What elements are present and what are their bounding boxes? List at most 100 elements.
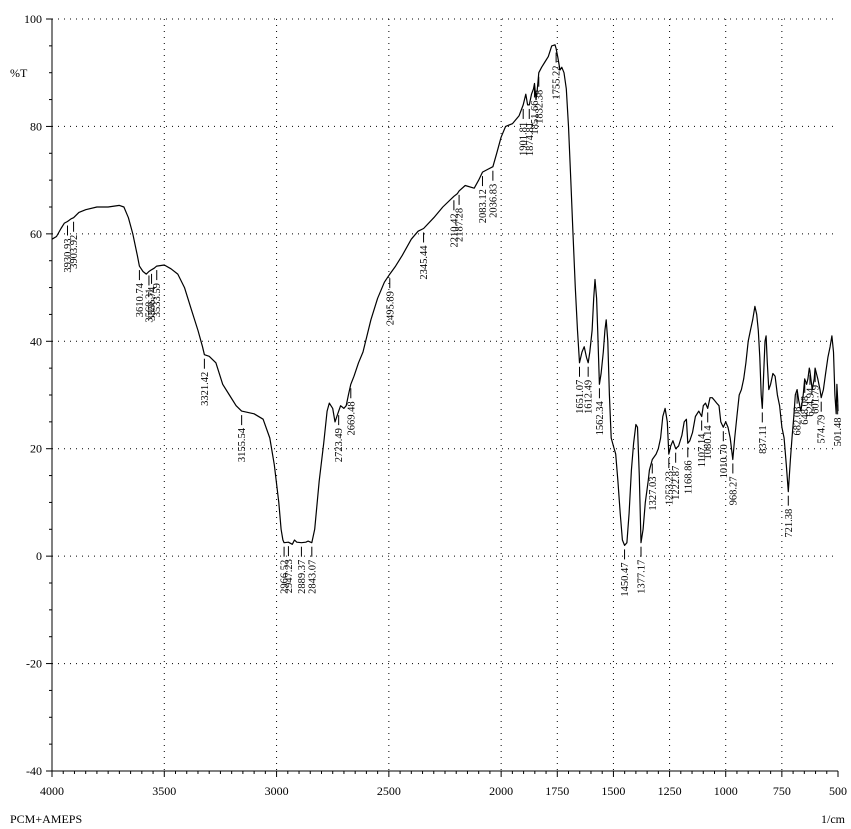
peak-label: 2966.52 bbox=[280, 560, 291, 594]
peak-annotation: 2345.44 bbox=[419, 232, 430, 280]
y-tick-label: 40 bbox=[30, 334, 42, 348]
peak-label: 968.27 bbox=[728, 476, 739, 505]
peak-annotation: 648.08 bbox=[800, 382, 811, 425]
peak-annotation: 1651.07 bbox=[575, 366, 586, 414]
x-tick-label: 1750 bbox=[545, 784, 569, 798]
x-tick-label: 1250 bbox=[658, 784, 682, 798]
peak-annotation: 1612.49 bbox=[584, 366, 595, 414]
x-tick-label: 3500 bbox=[152, 784, 176, 798]
peak-label: 1651.07 bbox=[575, 380, 586, 414]
peak-annotation: 2669.48 bbox=[346, 388, 357, 435]
peak-annotation: 1832.38 bbox=[534, 76, 545, 124]
peak-annotation: 2843.07 bbox=[307, 546, 318, 594]
peak-label: 1377.17 bbox=[637, 560, 648, 594]
peak-label: 2345.44 bbox=[419, 245, 430, 280]
y-tick-label: 0 bbox=[36, 549, 42, 563]
peak-annotation: 1874.81 bbox=[525, 108, 536, 156]
axes bbox=[51, 19, 838, 772]
y-tick-label: -40 bbox=[26, 764, 42, 778]
peak-annotation: 1107.14 bbox=[697, 420, 708, 467]
peak-annotation: 2966.52 bbox=[280, 546, 291, 594]
x-tick-label: 500 bbox=[829, 784, 847, 798]
y-tick-label: 80 bbox=[30, 119, 42, 133]
spectrum-series bbox=[51, 44, 839, 546]
x-axis-unit-label: 1/cm bbox=[821, 812, 846, 826]
peak-label: 2210.42 bbox=[449, 213, 460, 247]
peak-annotation: 2210.42 bbox=[449, 200, 460, 247]
peak-label: 624.94 bbox=[805, 387, 816, 417]
y-tick-label: 100 bbox=[24, 12, 42, 26]
peak-annotation: 3903.92 bbox=[69, 221, 80, 269]
peak-label: 601.79 bbox=[811, 385, 822, 414]
peak-label: 1010.70 bbox=[719, 444, 730, 478]
peak-label: 648.08 bbox=[800, 396, 811, 425]
y-ticks: 100 80 60 40 20 0 -20 -40 bbox=[24, 12, 52, 778]
peak-label: 1874.81 bbox=[525, 122, 536, 156]
peak-label: 1080.14 bbox=[703, 425, 714, 460]
peak-label: 1832.38 bbox=[534, 90, 545, 124]
peak-label: 1168.86 bbox=[683, 460, 694, 494]
peak-label: 1107.14 bbox=[697, 433, 708, 467]
peak-label: 3321.42 bbox=[200, 372, 211, 406]
peak-annotation: 682.08 bbox=[793, 393, 804, 436]
peak-label: 3903.92 bbox=[69, 235, 80, 269]
peak-annotation: 2083.12 bbox=[478, 176, 489, 223]
peak-annotation: 3533.59 bbox=[152, 270, 163, 317]
peak-label: 3610.74 bbox=[135, 282, 146, 317]
peak-annotation: 624.94 bbox=[805, 374, 816, 417]
peak-annotation: 1450.47 bbox=[620, 549, 631, 597]
peak-annotation: 1080.14 bbox=[703, 412, 714, 460]
peak-annotation: 2723.49 bbox=[334, 415, 345, 462]
peak-label: 3155.54 bbox=[237, 427, 248, 462]
peak-label: 2495.89 bbox=[385, 291, 396, 325]
peak-label: 3930.93 bbox=[63, 238, 74, 272]
peak-annotation: 2889.37 bbox=[297, 546, 308, 594]
peak-annotation: 1010.70 bbox=[719, 431, 730, 478]
peak-label: 1562.34 bbox=[595, 401, 606, 436]
x-tick-label: 1500 bbox=[601, 784, 625, 798]
peak-annotation: 574.79 bbox=[817, 401, 828, 444]
y-axis-label: %T bbox=[10, 66, 28, 80]
peak-label: 2947.23 bbox=[284, 559, 295, 593]
peak-label: 2669.48 bbox=[346, 401, 357, 435]
peak-annotation: 601.79 bbox=[811, 372, 822, 414]
peak-annotation: 1851.66 bbox=[530, 87, 541, 135]
peak-label: 1450.47 bbox=[620, 562, 631, 596]
peak-label: 1222.87 bbox=[671, 466, 682, 500]
peak-annotation: 1253.23 bbox=[664, 458, 675, 505]
peak-annotation: 837.11 bbox=[758, 412, 769, 454]
peak-annotation: 1755.22 bbox=[552, 52, 563, 100]
x-ticks: 4000 3500 3000 2500 2000 1750 1500 1250 1000 750 5… bbox=[40, 771, 847, 798]
peak-annotation: 721.38 bbox=[784, 495, 795, 538]
peak-annotation: 2495.89 bbox=[385, 278, 396, 325]
y-tick-label: 20 bbox=[30, 442, 42, 456]
peak-annotation: 1222.87 bbox=[671, 452, 682, 500]
peak-annotation: 3930.93 bbox=[63, 225, 74, 273]
peak-label: 682.08 bbox=[793, 407, 804, 436]
peak-annotation: 3568.31 bbox=[144, 275, 155, 323]
peak-label: 1612.49 bbox=[584, 380, 595, 414]
peak-annotation: 1562.34 bbox=[595, 388, 606, 435]
peak-label: 574.79 bbox=[817, 415, 828, 444]
x-tick-label: 750 bbox=[773, 784, 791, 798]
peak-annotation: 501.48 bbox=[833, 404, 844, 446]
peak-annotation: 2187.28 bbox=[455, 194, 466, 242]
peak-annotation: 2036.83 bbox=[488, 170, 499, 218]
peak-annotation: 1327.03 bbox=[648, 463, 659, 511]
peak-label: 1851.66 bbox=[530, 101, 541, 135]
x-tick-label: 4000 bbox=[40, 784, 64, 798]
sample-name-label: PCM+AMEPS bbox=[10, 812, 82, 826]
x-tick-label: 3000 bbox=[265, 784, 289, 798]
peak-label: 1755.22 bbox=[552, 65, 563, 99]
x-tick-label: 1000 bbox=[714, 784, 738, 798]
peak-annotation: 2947.23 bbox=[284, 546, 295, 593]
peak-annotation: 3321.42 bbox=[200, 358, 211, 406]
y-tick-label: 60 bbox=[30, 227, 42, 241]
x-tick-label: 2500 bbox=[377, 784, 401, 798]
peak-label: 2843.07 bbox=[307, 560, 318, 594]
peak-annotation: 3610.74 bbox=[135, 270, 146, 317]
peak-annotation: 1168.86 bbox=[683, 447, 694, 494]
peak-label: 3556.74 bbox=[147, 286, 158, 321]
